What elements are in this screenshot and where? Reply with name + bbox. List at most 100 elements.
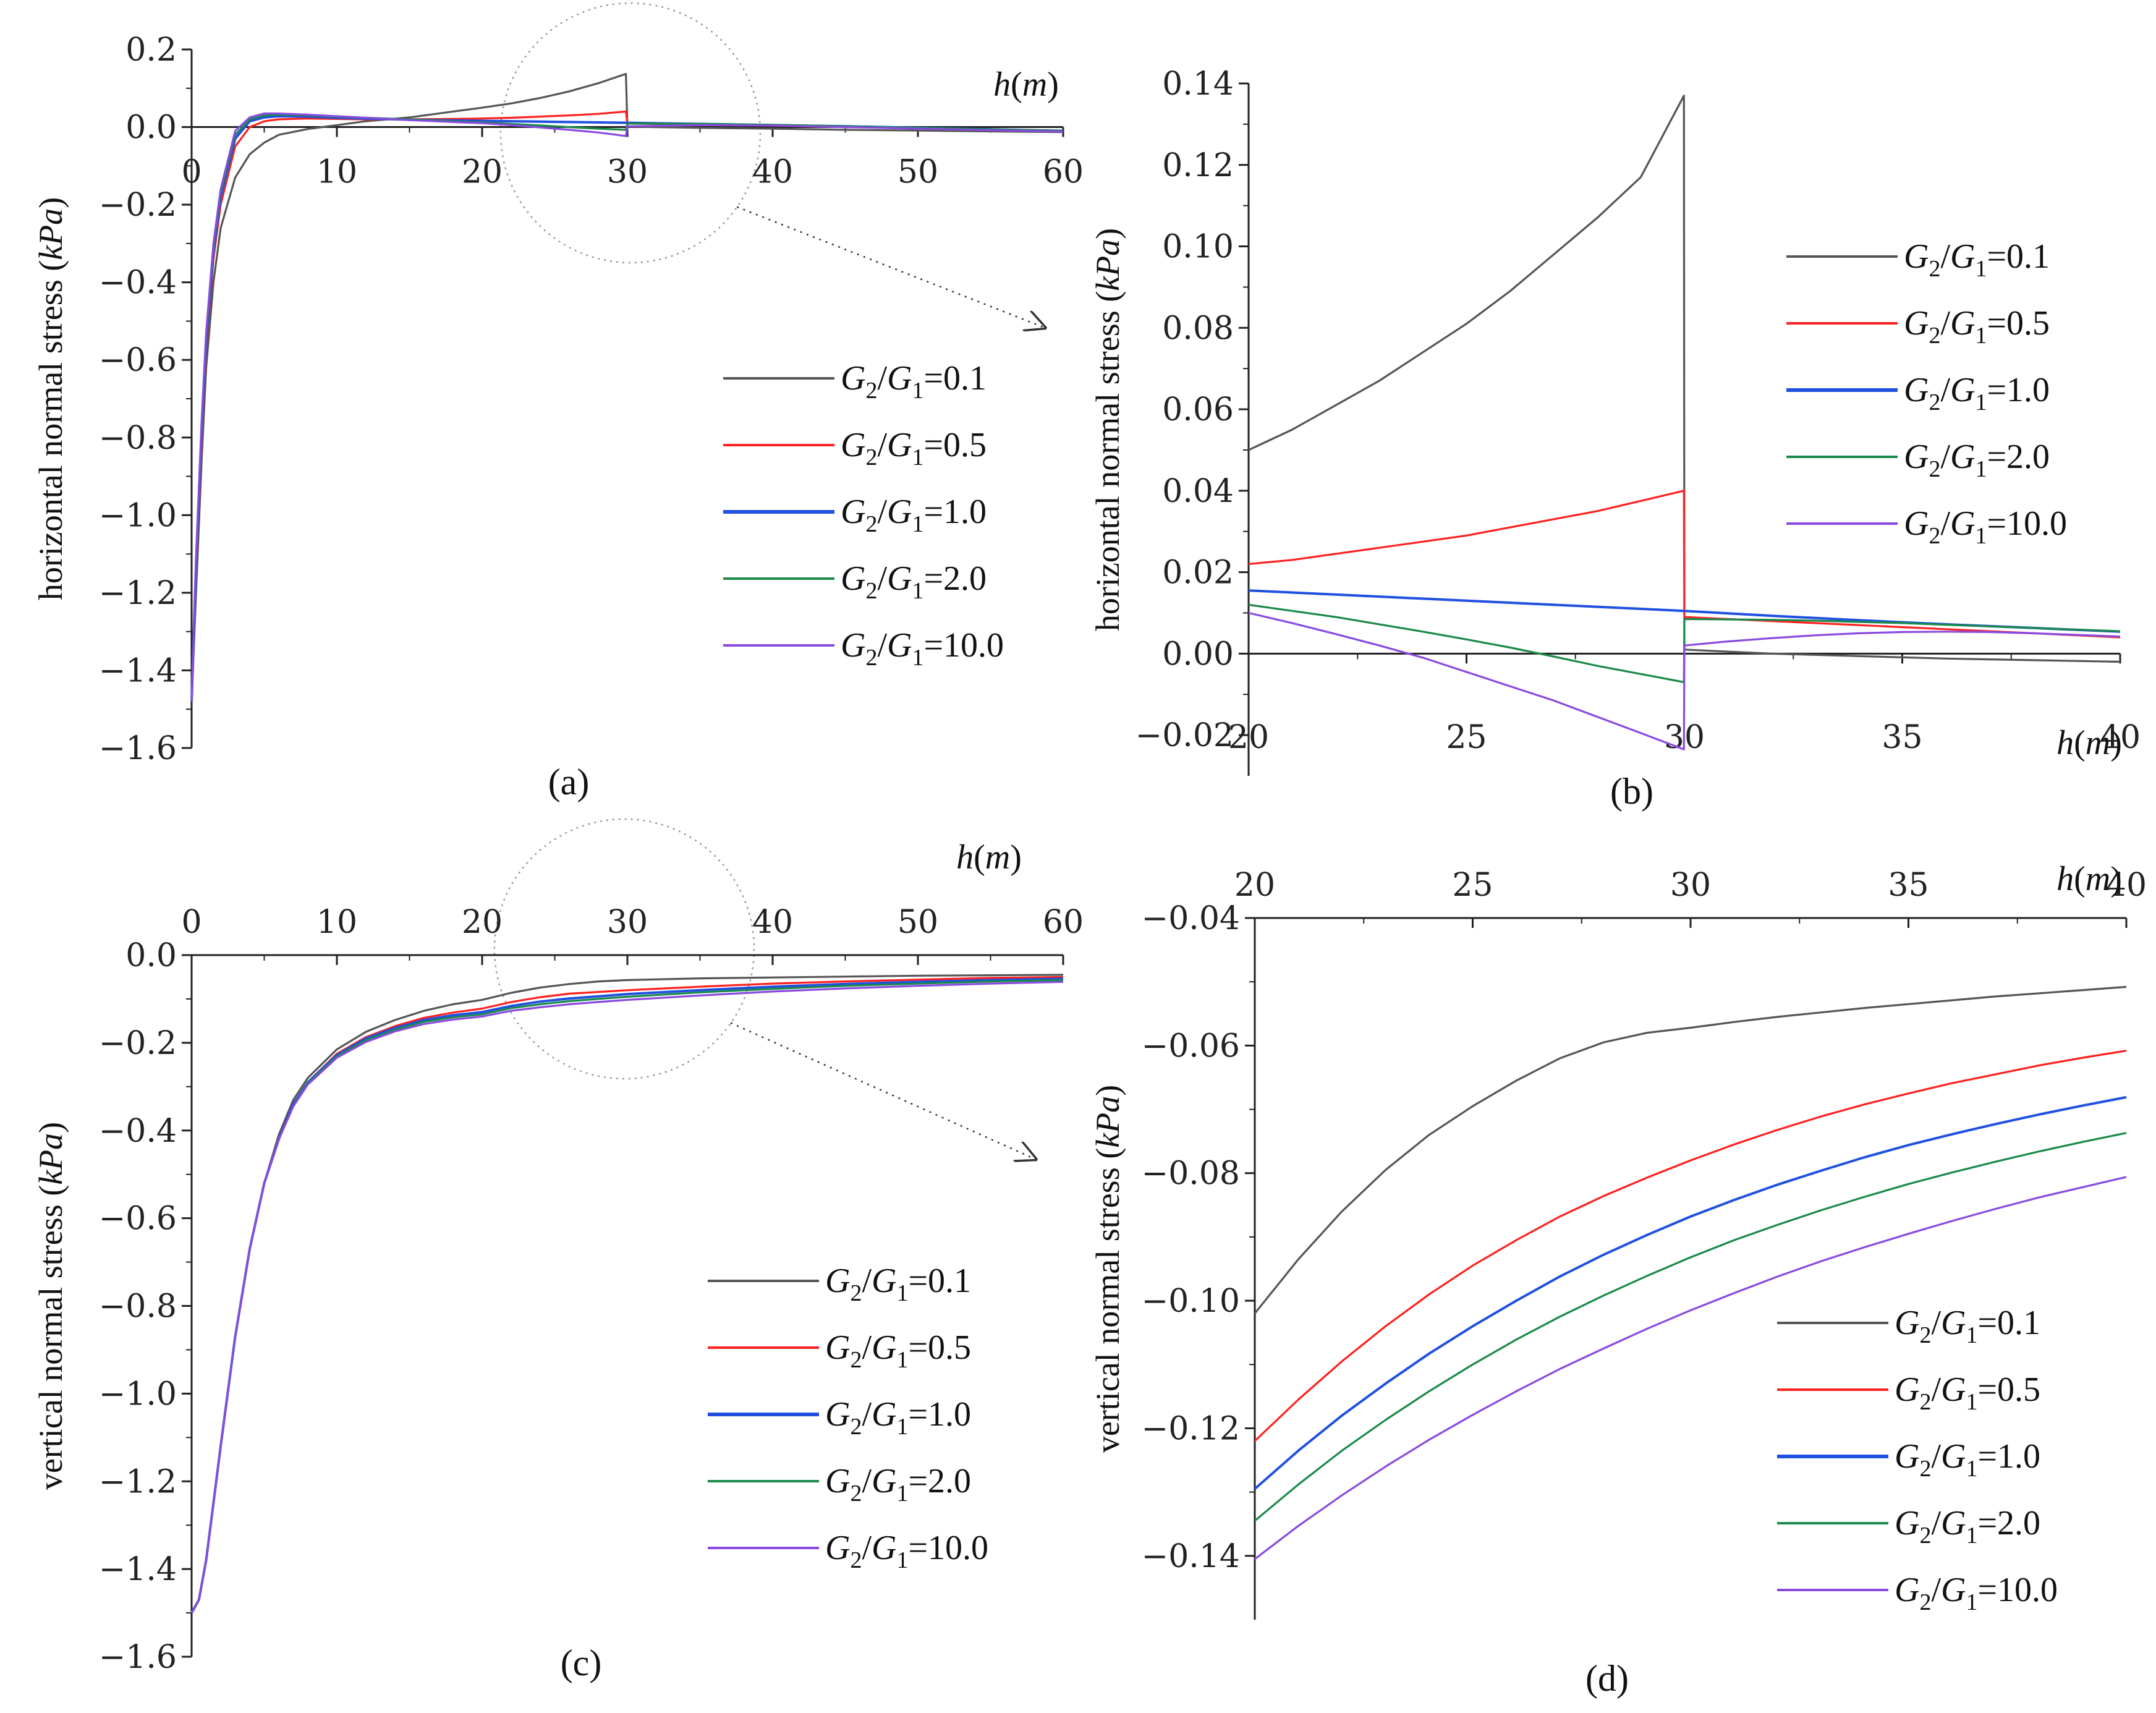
series-line xyxy=(1248,490,2121,639)
legend: G2/G1=0.1 G2/G1=0.5 G2/G1=1.0 G2/G1=2.0 G2/G… xyxy=(708,1262,988,1573)
legend-label: G2/G1=1.0 xyxy=(825,1395,971,1440)
y-tick-label: 0.02 xyxy=(1162,555,1234,592)
x-tick-label: 20 xyxy=(462,154,503,191)
y-tick-label: −1.0 xyxy=(99,1375,177,1413)
y-tick-label: 0.0 xyxy=(125,937,177,974)
legend-label: G2/G1=0.1 xyxy=(841,359,987,404)
x-tick-label: 20 xyxy=(1228,719,1269,756)
x-tick-label: 25 xyxy=(1446,719,1487,756)
legend-label: G2/G1=0.5 xyxy=(1895,1371,2040,1415)
x-tick-label: 40 xyxy=(752,154,793,191)
y-axis-label: vertical normal stress (kPa) xyxy=(1089,1085,1126,1453)
x-tick-label: 10 xyxy=(316,904,357,941)
zoom-arrow xyxy=(730,1022,1035,1159)
y-tick-label: −0.06 xyxy=(1142,1027,1240,1065)
x-axis-label: h(m) xyxy=(2056,860,2122,898)
y-axis-label: horizontal normal stress (kPa) xyxy=(1089,228,1126,631)
y-tick-label: 0.0 xyxy=(125,109,177,147)
legend-label: G2/G1=2.0 xyxy=(825,1462,971,1507)
x-tick-label: 60 xyxy=(1043,154,1084,191)
y-tick-label: −0.02 xyxy=(1135,717,1234,754)
legend-label: G2/G1=2.0 xyxy=(1904,438,2050,482)
x-tick-label: 35 xyxy=(1888,867,1929,904)
y-tick-label: −0.8 xyxy=(99,1288,177,1325)
y-tick-label: −0.4 xyxy=(99,1113,177,1150)
series-line xyxy=(190,115,1064,702)
y-tick-label: 0.10 xyxy=(1162,229,1234,266)
y-tick-label: −1.0 xyxy=(99,497,177,534)
y-tick-label: −0.12 xyxy=(1142,1410,1240,1447)
series-line xyxy=(1254,1095,2127,1490)
y-tick-label: −0.08 xyxy=(1142,1155,1240,1192)
x-tick-label: 50 xyxy=(898,904,938,941)
series-line xyxy=(190,113,1064,702)
chart-panel-c: 0.0 −0.2 −0.4 −0.6 −0.8 −1.0 −1.2 −1.4 −1.6 0 10 20… xyxy=(32,838,1084,1683)
series-line xyxy=(190,110,1064,702)
y-tick-label: 0.00 xyxy=(1162,635,1234,673)
panel-label: (c) xyxy=(561,1643,602,1683)
x-tick-label: 30 xyxy=(607,154,648,191)
y-axis-label: horizontal normal stress (kPa) xyxy=(32,197,69,600)
x-tick-label: 40 xyxy=(2106,867,2147,904)
series-line xyxy=(190,980,1064,1613)
zoom-arrow xyxy=(736,206,1045,328)
y-tick-label: −1.6 xyxy=(99,1639,177,1676)
chart-panel-a: 0.2 0.0 −0.2 −0.4 −0.6 −0.8 −1.0 −1.2 −1.4 −1.6 0 1… xyxy=(32,32,1084,802)
y-tick-label: −0.04 xyxy=(1142,900,1240,937)
zoom-indicators xyxy=(493,2,1045,1159)
panel-label: (d) xyxy=(1585,1658,1629,1699)
legend: G2/G1=0.1 G2/G1=0.5 G2/G1=1.0 G2/G1=2.0 G2/G… xyxy=(1777,1304,2058,1615)
x-axis-label: h(m) xyxy=(2056,724,2122,762)
legend-label: G2/G1=1.0 xyxy=(841,493,987,537)
x-tick-label: 20 xyxy=(462,904,503,941)
legend-label: G2/G1=10.0 xyxy=(841,626,1004,671)
x-tick-label: 40 xyxy=(752,904,793,941)
x-tick-label: 30 xyxy=(1670,867,1711,904)
y-tick-label: −0.4 xyxy=(99,265,177,302)
legend-label: G2/G1=0.1 xyxy=(825,1262,971,1306)
panel-label: (a) xyxy=(548,762,590,802)
y-tick-label: −1.2 xyxy=(99,1463,177,1500)
legend-label: G2/G1=1.0 xyxy=(1904,371,2050,415)
y-tick-label: 0.12 xyxy=(1162,147,1234,184)
legend-label: G2/G1=0.5 xyxy=(1904,304,2050,349)
series-line xyxy=(1254,1176,2127,1560)
zoom-circle xyxy=(493,818,755,1080)
y-tick-label: −1.4 xyxy=(99,1551,177,1588)
x-tick-label: 0 xyxy=(181,154,202,191)
x-tick-label: 30 xyxy=(607,904,648,941)
y-tick-label: −0.14 xyxy=(1142,1538,1240,1575)
x-tick-label: 40 xyxy=(2100,719,2141,756)
y-tick-label: −0.2 xyxy=(99,1025,177,1062)
series-line xyxy=(1248,95,2121,663)
y-tick-label: 0.2 xyxy=(125,32,177,69)
y-tick-label: −0.10 xyxy=(1142,1283,1240,1320)
series-line xyxy=(1254,1132,2127,1522)
x-tick-label: 20 xyxy=(1234,867,1275,904)
x-tick-label: 35 xyxy=(1882,719,1922,756)
panel-label: (b) xyxy=(1610,771,1653,812)
y-tick-label: −0.8 xyxy=(99,420,177,457)
series-line xyxy=(190,113,1064,702)
series-line xyxy=(190,72,1064,702)
zoom-circle xyxy=(499,2,762,264)
legend-label: G2/G1=0.5 xyxy=(841,426,987,470)
x-tick-label: 60 xyxy=(1043,904,1084,941)
legend-label: G2/G1=2.0 xyxy=(841,559,987,604)
x-axis-label: h(m) xyxy=(993,66,1059,104)
legend-label: G2/G1=10.0 xyxy=(1895,1571,2058,1615)
series-line xyxy=(1248,611,2121,750)
y-tick-label: 0.04 xyxy=(1162,473,1234,510)
y-axis-label: vertical normal stress (kPa) xyxy=(32,1122,69,1490)
x-tick-label: 10 xyxy=(316,154,357,191)
legend: G2/G1=0.1 G2/G1=0.5 G2/G1=1.0 G2/G1=2.0 G2/G… xyxy=(723,359,1004,671)
y-tick-label: −0.2 xyxy=(99,187,177,224)
x-tick-label: 0 xyxy=(181,904,202,941)
legend-label: G2/G1=10.0 xyxy=(825,1529,988,1573)
series-line xyxy=(1254,1050,2127,1442)
legend-label: G2/G1=0.5 xyxy=(825,1328,971,1373)
y-tick-label: 0.08 xyxy=(1162,310,1234,347)
y-tick-label: 0.06 xyxy=(1162,391,1234,428)
